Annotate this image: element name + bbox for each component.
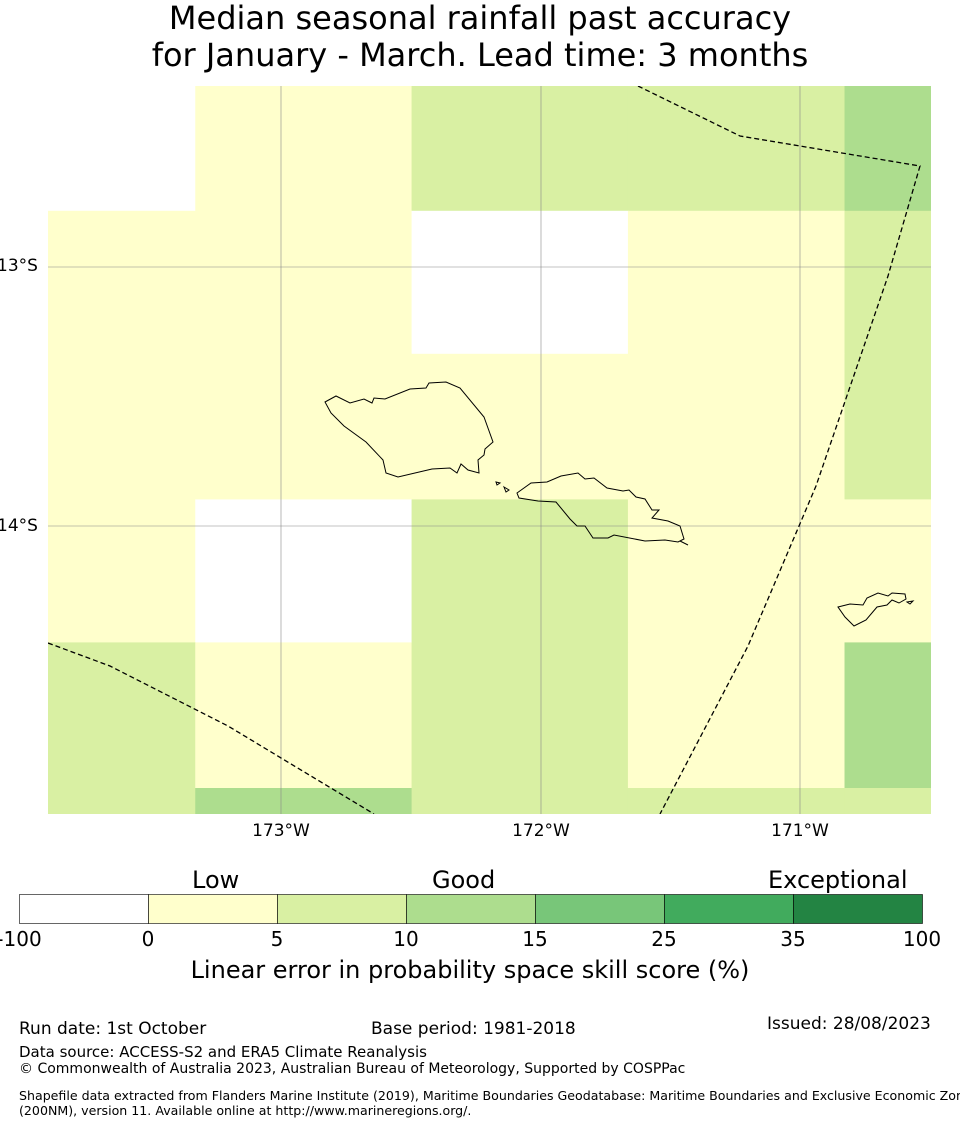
colorbar-segment [277,894,407,924]
heatmap-cell [411,86,629,212]
colorbar-tick-10: 10 [393,927,419,951]
lon-label-171w: 171°W [771,821,829,841]
data-source: Data source: ACCESS-S2 and ERA5 Climate … [19,1043,427,1061]
heatmap-cell [48,86,196,212]
heatmap-cell [195,788,413,814]
colorbar-tick-minus100: -100 [0,927,42,951]
island-manono [495,481,502,486]
lat-label-14s: 14°S [0,516,38,536]
copyright: © Commonwealth of Australia 2023, Austra… [19,1061,686,1077]
eez-boundary-east [637,86,921,814]
colorbar-segment [664,894,794,924]
heatmap-cell [411,210,629,355]
eez-boundaries [48,86,921,814]
colorbar-segments [19,894,923,924]
island-tutuila [837,592,907,627]
lat-label-13s: 13°S [0,256,38,276]
heatmap-cells [48,86,931,814]
colorbar-tick-100: 100 [902,927,942,951]
heatmap-cell [48,788,196,814]
heatmap-cell [48,499,196,643]
map-title: Median seasonal rainfall past accuracy f… [0,0,960,74]
graticule [48,86,931,814]
colorbar [19,894,923,924]
shapefile-credit-line-1: Shapefile data extracted from Flanders M… [19,1088,960,1103]
heatmap-cell [844,499,931,643]
heatmap-cell [844,642,931,789]
colorbar-tick-5: 5 [270,927,284,951]
colorbar-tick-15: 15 [522,927,548,951]
heatmap-cell [195,642,413,789]
heatmap-cell [48,353,196,500]
heatmap-cell [195,210,413,355]
title-line-2: for January - March. Lead time: 3 months [151,36,809,74]
colorbar-tick-35: 35 [780,927,806,951]
heatmap-cell [627,499,846,643]
heatmap-cell [195,499,413,643]
colorbar-tick-25: 25 [651,927,677,951]
eez-boundary-southwest [48,642,375,814]
colorbar-label: Linear error in probability space skill … [190,956,750,984]
heatmap-cell [627,642,846,789]
island-savaii [324,381,494,478]
legend-category-low: Low [192,866,240,894]
heatmap-cell [627,788,846,814]
heatmap-cell [844,86,931,212]
island-upolu [516,472,685,543]
legend-category-exceptional: Exceptional [768,866,908,894]
lon-label-172w: 172°W [512,821,570,841]
colorbar-segment [19,894,149,924]
shapefile-credit-line-2: (200NM), version 11. Available online at… [19,1103,472,1118]
run-date: Run date: 1st October [19,1019,207,1039]
island-apolima [502,485,510,493]
heatmap-cell [627,86,846,212]
heatmap-cell [627,210,846,355]
heatmap-cell [411,642,629,789]
heatmap-cell [844,353,931,500]
colorbar-tick-0: 0 [141,927,155,951]
title-line-1: Median seasonal rainfall past accuracy [168,0,792,37]
heatmap-cell [48,210,196,355]
legend-category-good: Good [432,866,496,894]
colorbar-segment [406,894,536,924]
heatmap-cell [844,210,931,355]
rainfall-accuracy-map [48,86,931,814]
base-period: Base period: 1981-2018 [371,1019,576,1039]
heatmap-cell [411,499,629,643]
heatmap-cell [411,353,629,500]
issued-date: Issued: 28/08/2023 [767,1014,931,1034]
island-aunuu [905,600,915,605]
colorbar-segment [535,894,665,924]
heatmap-cell [195,353,413,500]
heatmap-cell [627,353,846,500]
colorbar-segment [148,894,278,924]
upolu-east-tip [679,540,689,546]
lon-label-173w: 173°W [252,821,310,841]
islands [324,381,915,627]
heatmap-cell [195,86,413,212]
colorbar-segment [793,894,923,924]
heatmap-cell [48,642,196,789]
heatmap-cell [844,788,931,814]
heatmap-cell [411,788,629,814]
